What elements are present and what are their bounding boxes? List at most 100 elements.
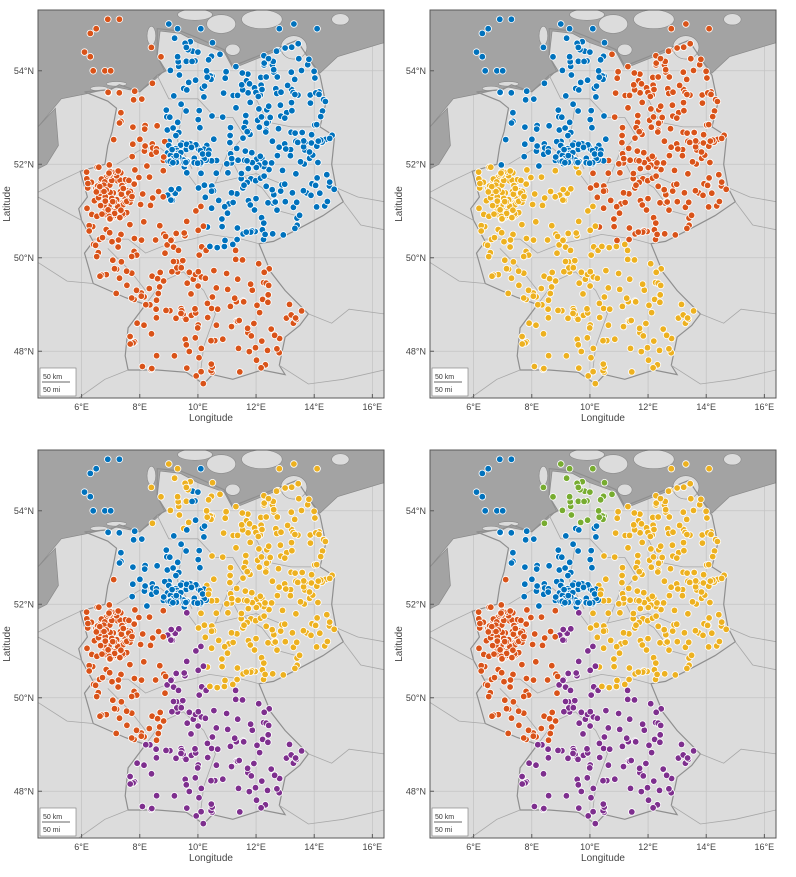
station-point <box>518 772 526 781</box>
station-point <box>718 618 726 626</box>
station-point <box>627 756 635 765</box>
station-point <box>687 495 695 503</box>
station-point <box>260 268 268 276</box>
station-point <box>226 123 235 132</box>
station-point <box>654 182 662 190</box>
station-point <box>312 203 321 211</box>
station-point <box>116 653 124 662</box>
station-point <box>285 740 294 749</box>
station-point <box>104 528 112 536</box>
island <box>723 453 742 466</box>
station-point <box>565 493 574 501</box>
station-point <box>595 739 604 748</box>
station-point <box>587 546 595 555</box>
map-panel-4-svg: 6°E 8°E 10°E 12°E 14°E 16°E48°N50°N52°N54°NLo… <box>394 449 777 864</box>
station-point <box>661 230 669 238</box>
station-point <box>530 95 538 103</box>
station-point <box>497 228 506 237</box>
station-point <box>252 194 260 203</box>
station-point <box>543 676 552 684</box>
station-point <box>585 764 594 772</box>
station-point <box>497 601 505 609</box>
station-point <box>524 286 533 294</box>
station-point <box>507 274 516 282</box>
station-point <box>490 233 499 242</box>
station-point <box>200 82 209 90</box>
station-point <box>650 777 658 785</box>
station-point <box>618 131 626 140</box>
station-point <box>679 68 687 76</box>
station-point <box>687 211 696 219</box>
station-point <box>656 494 665 503</box>
station-point <box>540 79 549 87</box>
station-point <box>715 197 724 206</box>
x-tick-label: 10°E <box>188 842 208 852</box>
station-point <box>191 305 199 313</box>
station-point <box>197 202 205 211</box>
station-point <box>509 206 517 214</box>
station-point <box>547 283 556 291</box>
station-point <box>496 206 504 214</box>
station-point <box>161 672 170 681</box>
station-point <box>652 499 660 507</box>
station-point <box>314 577 322 585</box>
station-point <box>683 754 692 762</box>
station-point <box>646 532 654 541</box>
station-point <box>501 696 509 704</box>
station-point <box>239 574 247 582</box>
station-point <box>632 181 640 189</box>
station-point <box>194 268 202 276</box>
station-point <box>255 308 264 317</box>
station-point <box>673 554 681 562</box>
station-point <box>476 179 484 188</box>
station-point <box>109 575 118 584</box>
station-point <box>218 655 226 663</box>
station-point <box>564 571 572 580</box>
region-border <box>700 748 776 764</box>
station-point <box>545 122 553 130</box>
station-point <box>562 792 571 800</box>
map-panel-2-svg: 6°E 8°E 10°E 12°E 14°E 16°E48°N50°N52°N54°NLo… <box>394 9 777 424</box>
station-point <box>137 236 146 244</box>
station-point <box>266 553 274 562</box>
station-point <box>291 664 299 673</box>
station-point <box>647 260 655 268</box>
station-point <box>537 173 546 181</box>
station-point <box>504 289 512 298</box>
station-point <box>634 111 642 120</box>
station-point <box>488 641 497 650</box>
station-point <box>192 372 200 380</box>
station-point <box>148 79 157 87</box>
station-point <box>294 480 302 488</box>
station-point <box>182 483 190 492</box>
island <box>723 13 742 26</box>
region-border <box>308 748 384 764</box>
station-point <box>631 574 639 582</box>
station-point <box>520 192 528 201</box>
station-point <box>154 627 163 636</box>
station-point <box>275 583 283 591</box>
station-point <box>313 614 321 622</box>
station-point <box>579 730 587 738</box>
station-point <box>487 163 495 171</box>
station-point <box>148 519 157 527</box>
station-point <box>553 689 561 697</box>
station-point <box>586 282 594 290</box>
station-point <box>170 474 179 482</box>
station-point <box>168 145 176 154</box>
station-point <box>115 119 124 127</box>
station-point <box>539 330 548 338</box>
station-point <box>616 609 624 617</box>
station-point <box>291 90 299 99</box>
axes-frame <box>429 449 777 839</box>
station-point <box>483 681 492 689</box>
region-border <box>335 627 384 643</box>
station-point <box>589 808 597 816</box>
station-point <box>561 158 569 167</box>
station-point <box>600 293 609 301</box>
station-point <box>137 676 146 684</box>
station-point <box>661 670 669 678</box>
station-point <box>207 204 216 212</box>
station-point <box>258 525 266 534</box>
station-point <box>497 169 505 177</box>
